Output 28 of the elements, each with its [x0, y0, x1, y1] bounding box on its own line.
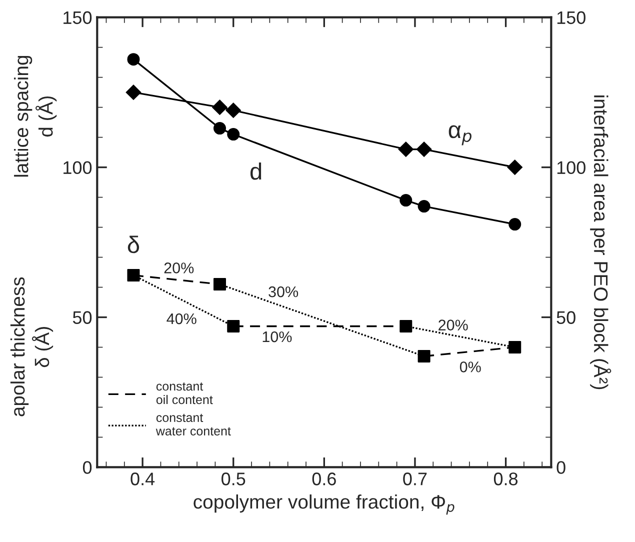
- y-tick-label: 0: [82, 461, 92, 474]
- annotation: 0%: [460, 362, 481, 372]
- x-tick-label: 0.5: [222, 472, 246, 486]
- y-axis-title: lattice spacing d (Å): [14, 56, 57, 177]
- annotation: 20%: [438, 320, 468, 330]
- legend-label: constant oil content: [156, 382, 213, 404]
- annotation: α$_{p}$: [448, 125, 472, 146]
- annotation: d: [250, 162, 262, 180]
- annotation: 10%: [262, 331, 292, 342]
- y-tick-label: 150: [64, 11, 92, 24]
- legend-label: constant water content: [156, 414, 231, 436]
- text: apolar thickness δ (Å): [10, 277, 54, 416]
- y2-tick-label: 0: [556, 461, 566, 474]
- y2-axis-title: interfacial area per PEO block (Å²): [590, 96, 612, 390]
- y-tick-label: 100: [64, 161, 92, 174]
- annotation: 40%: [166, 313, 196, 324]
- annotation: 30%: [268, 286, 298, 298]
- y2-tick-label: 100: [557, 161, 586, 174]
- x-tick-label: 0.8: [494, 472, 518, 486]
- x-axis-title: copolymer volume fraction, Φ$_{p}$: [194, 494, 454, 515]
- annotation: δ: [128, 236, 140, 254]
- x-tick-label: 0.6: [312, 472, 336, 486]
- y-tick-label: 50: [72, 311, 92, 324]
- x-tick-label: 0.7: [403, 472, 427, 486]
- y2-tick-label: 150: [557, 11, 586, 24]
- x-tick-label: 0.4: [130, 472, 155, 486]
- y2-tick-label: 50: [556, 311, 576, 324]
- annotation: 20%: [164, 262, 194, 274]
